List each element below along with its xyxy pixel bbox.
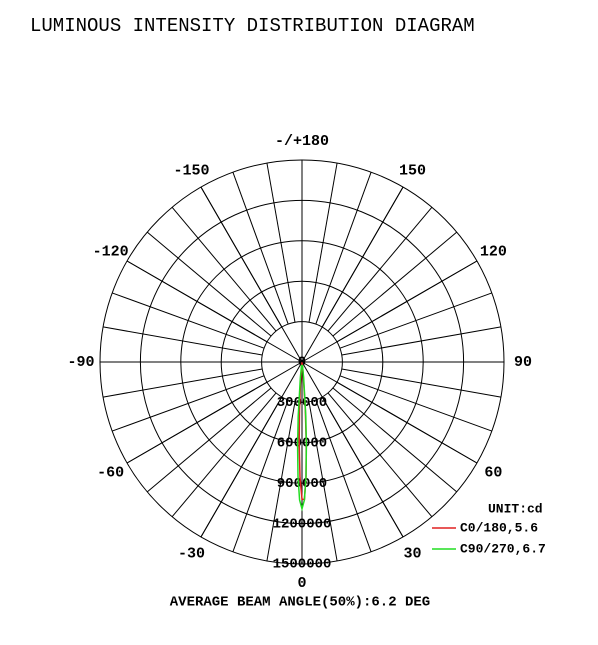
angle-tick-label: -30 (178, 545, 205, 562)
angle-tick-label: 0 (297, 575, 306, 592)
beam-angle-note: AVERAGE BEAM ANGLE(50%):6.2 DEG (170, 595, 430, 611)
legend-label: C90/270,6.7 (460, 541, 546, 556)
angle-tick-label: 60 (484, 464, 502, 481)
angle-tick-label: -60 (97, 464, 124, 481)
angle-tick-label: 120 (480, 243, 507, 260)
angle-grid-line (126, 260, 303, 363)
ring-tick-label: 900000 (277, 476, 327, 492)
angle-tick-label: -90 (67, 354, 94, 371)
angle-tick-label: -/+180 (275, 133, 329, 150)
angle-tick-label: -120 (93, 243, 129, 260)
angle-tick-label: -150 (173, 163, 209, 180)
angle-grid-line (126, 361, 303, 464)
angle-grid-line (301, 361, 478, 464)
angle-grid-line (301, 186, 404, 363)
angle-grid-line (301, 361, 404, 538)
legend-label: C0/180,5.6 (460, 520, 538, 535)
intensity-curve (296, 364, 308, 512)
ring-tick-label: 300000 (277, 395, 327, 411)
chart-title: LUMINOUS INTENSITY DISTRIBUTION DIAGRAM (30, 15, 475, 37)
unit-label: UNIT:cd (488, 501, 543, 516)
angle-tick-label: 30 (403, 545, 421, 562)
angle-grid-line (301, 260, 478, 363)
angle-grid-line (200, 186, 303, 363)
angle-tick-label: 150 (399, 163, 426, 180)
ring-tick-label: 1200000 (273, 516, 332, 532)
ring-tick-label: 600000 (277, 436, 327, 452)
angle-grid-line (200, 361, 303, 538)
angle-tick-label: 90 (514, 354, 532, 371)
ring-tick-label: 1500000 (273, 557, 332, 573)
